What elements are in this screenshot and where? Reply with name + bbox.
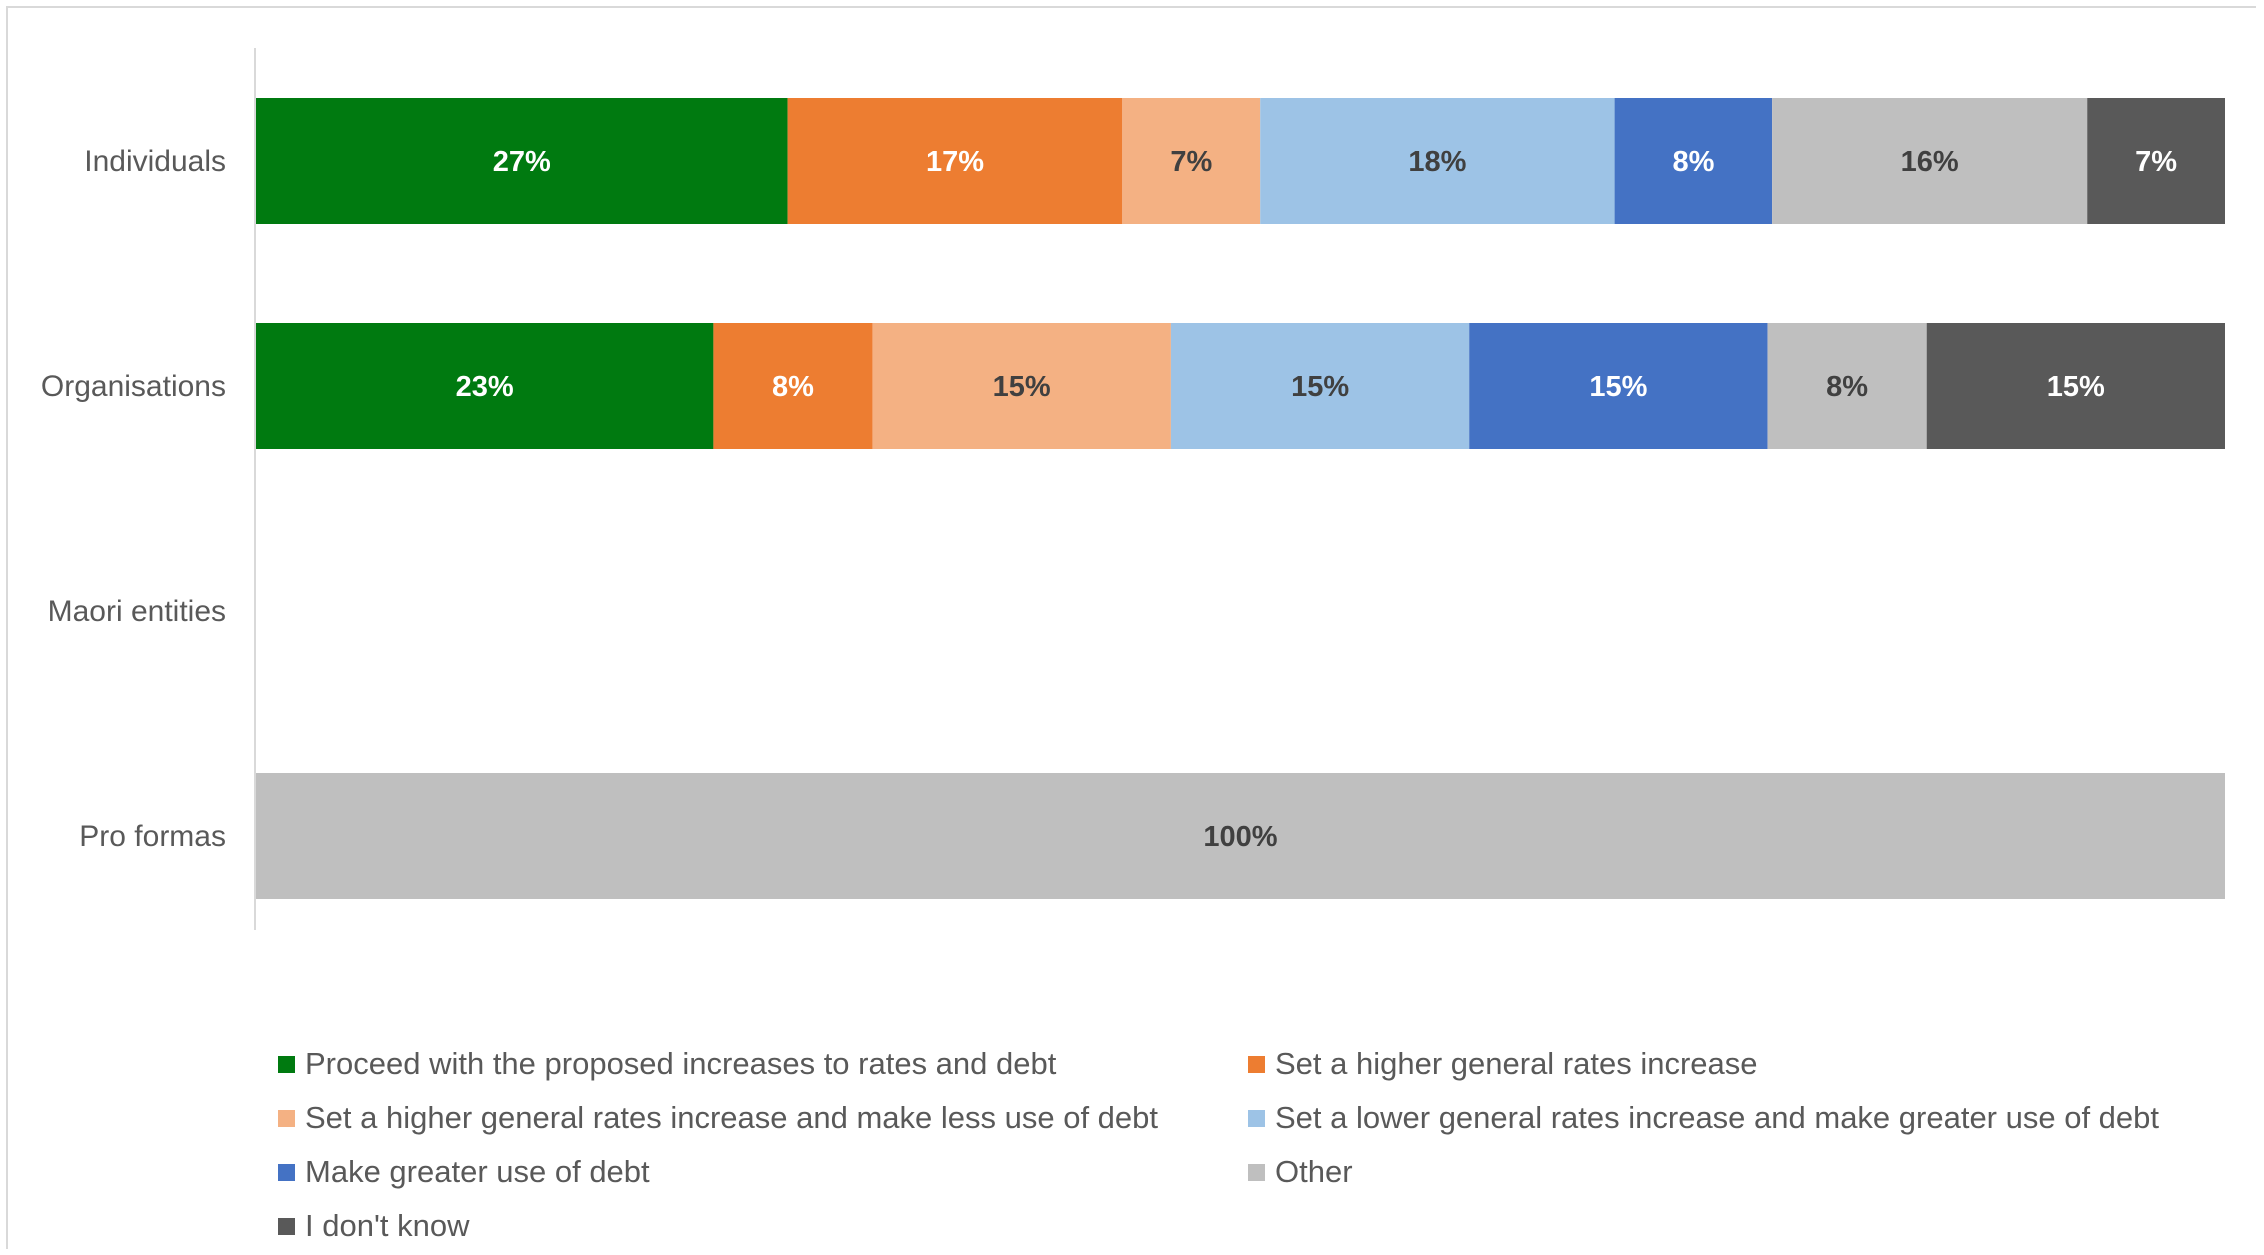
legend-item: Make greater use of debt [278, 1154, 650, 1190]
bar-segment [1469, 323, 1768, 449]
bar-segment [1926, 323, 2225, 449]
legend-swatch [278, 1055, 295, 1073]
bar-segment [1260, 98, 1615, 224]
data-label: 7% [2135, 146, 2177, 178]
bar-segment [787, 98, 1123, 224]
legend-item: Set a higher general rates increase and … [278, 1100, 1158, 1136]
data-label: 100% [1203, 821, 1277, 853]
data-label: 16% [1901, 146, 1959, 178]
legend-swatch [278, 1163, 295, 1181]
bar-segment [1767, 323, 1927, 449]
bar-segment [1170, 323, 1470, 449]
data-label: 17% [926, 146, 984, 178]
data-label: 27% [493, 146, 551, 178]
data-label: 15% [1589, 371, 1647, 403]
chart-frame [6, 6, 2256, 1249]
legend-label: Make greater use of debt [305, 1154, 650, 1189]
legend-label: I don't know [305, 1208, 470, 1243]
bar-segment [1122, 98, 1261, 224]
data-label: 7% [1170, 146, 1212, 178]
bar-segment [1614, 98, 1773, 224]
legend-label: Set a higher general rates increase [1275, 1046, 1758, 1081]
category-label: Pro formas [79, 820, 226, 853]
bar-segment [1772, 98, 2088, 224]
legend-item: Other [1248, 1154, 1353, 1190]
category-labels: Individuals Organisations Maori entities Pr… [41, 145, 226, 853]
bar-segment [2087, 98, 2225, 224]
legend-item: Set a lower general rates increase and m… [1248, 1100, 2159, 1136]
data-label: 15% [1291, 371, 1349, 403]
data-label: 8% [1826, 371, 1868, 403]
legend-item: I don't know [278, 1208, 469, 1244]
data-label: 18% [1408, 146, 1466, 178]
legend-label: Set a higher general rates increase and … [305, 1100, 1159, 1135]
legend-swatch [1248, 1109, 1265, 1127]
category-label: Maori entities [48, 595, 226, 628]
legend-item: Proceed with the proposed increases to r… [278, 1046, 1056, 1082]
category-label: Organisations [41, 370, 226, 403]
bar-segment [256, 323, 714, 449]
bar-segment [872, 323, 1171, 449]
category-label: Individuals [84, 145, 226, 178]
legend-item: Set a higher general rates increase [1248, 1046, 1758, 1082]
legend-swatch [278, 1109, 295, 1127]
legend-swatch [1248, 1055, 1265, 1073]
data-label: 15% [993, 371, 1051, 403]
bars-layer: 27% 17% 7% 18% 8% 16% 7% 23% 8% 15% 15% 15% 8% 15% 100… [256, 98, 2225, 899]
legend-label: Proceed with the proposed increases to r… [305, 1046, 1057, 1081]
legend-swatch [278, 1217, 295, 1235]
legend-swatch [1248, 1163, 1265, 1181]
bar-segment [256, 98, 788, 224]
data-label: 8% [1672, 146, 1714, 178]
data-label: 15% [2047, 371, 2105, 403]
data-label: 23% [456, 371, 514, 403]
data-label: 8% [772, 371, 814, 403]
bar-segment [713, 323, 873, 449]
legend-label: Set a lower general rates increase and m… [1275, 1100, 2160, 1135]
legend-label: Other [1275, 1154, 1353, 1189]
bar-segment [256, 773, 2225, 899]
